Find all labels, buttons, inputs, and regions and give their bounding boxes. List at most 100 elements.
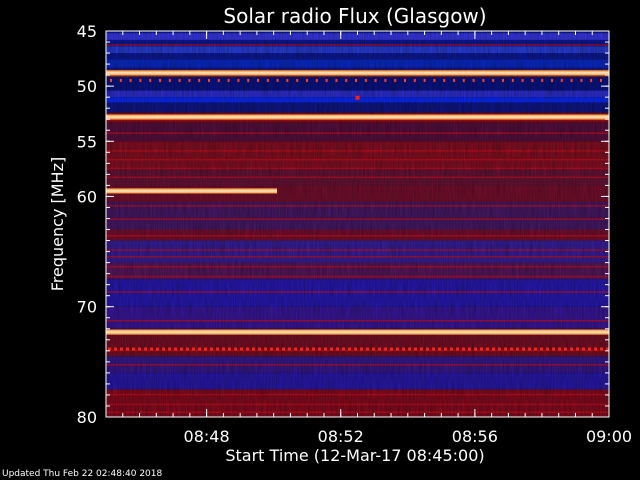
y-tick-label: 60 bbox=[77, 187, 97, 206]
interference-dash bbox=[414, 347, 417, 351]
interference-dash bbox=[276, 347, 279, 351]
interference-dot bbox=[443, 78, 446, 82]
interference-dot bbox=[502, 78, 504, 82]
interference-dash bbox=[126, 347, 129, 351]
interference-dash bbox=[234, 347, 237, 351]
interference-dash bbox=[342, 347, 345, 351]
interference-dot bbox=[198, 78, 201, 82]
interference-dash bbox=[438, 347, 441, 351]
interference-dash bbox=[402, 347, 405, 351]
y-tick-label: 50 bbox=[77, 77, 97, 96]
x-axis-label: Start Time (12-Mar-17 08:45:00) bbox=[225, 446, 484, 465]
interference-dot bbox=[217, 78, 220, 82]
interference-dash bbox=[114, 347, 117, 351]
interference-dash bbox=[180, 347, 183, 351]
interference-dash bbox=[576, 347, 579, 351]
interference-dash bbox=[492, 347, 495, 351]
interference-dot bbox=[531, 78, 534, 82]
interference-dot bbox=[188, 78, 191, 82]
interference-dash bbox=[222, 347, 225, 351]
interference-dash bbox=[306, 347, 309, 351]
interference-dot bbox=[208, 78, 210, 82]
interference-dot bbox=[423, 78, 426, 82]
interference-dot bbox=[492, 78, 495, 82]
interference-dot bbox=[315, 78, 318, 82]
interference-dash bbox=[606, 347, 609, 351]
interference-dash bbox=[426, 347, 429, 351]
interference-dash bbox=[336, 347, 339, 351]
interference-dash bbox=[600, 347, 603, 351]
interference-dot bbox=[110, 78, 112, 82]
spectrogram-noise bbox=[106, 31, 609, 417]
interference-dash bbox=[144, 347, 147, 351]
interference-dot bbox=[472, 78, 475, 82]
interference-dash bbox=[210, 347, 213, 351]
bright-emission-core bbox=[106, 72, 609, 74]
interference-dot bbox=[570, 78, 573, 82]
interference-dash bbox=[546, 347, 549, 351]
interference-dash bbox=[138, 347, 141, 351]
interference-dash bbox=[132, 347, 135, 351]
y-tick-label: 55 bbox=[77, 132, 97, 151]
spectrogram-plot-area bbox=[106, 31, 609, 417]
interference-dash bbox=[588, 347, 591, 351]
interference-dash bbox=[318, 347, 321, 351]
interference-dot bbox=[453, 78, 455, 82]
interference-dash bbox=[240, 347, 243, 351]
interference-dash bbox=[246, 347, 249, 351]
x-tick-label: 09:00 bbox=[586, 427, 632, 446]
interference-dash bbox=[516, 347, 519, 351]
interference-dot bbox=[168, 78, 171, 82]
interference-dot bbox=[306, 78, 308, 82]
bright-emission-core bbox=[106, 331, 609, 333]
interference-dash bbox=[174, 347, 177, 351]
interference-dash bbox=[282, 347, 285, 351]
interference-dash bbox=[570, 347, 573, 351]
interference-dash bbox=[366, 347, 369, 351]
interference-dot bbox=[296, 78, 299, 82]
interference-dash bbox=[396, 347, 399, 351]
interference-dash bbox=[204, 347, 207, 351]
interference-dash bbox=[480, 347, 483, 351]
interference-dash bbox=[522, 347, 525, 351]
interference-dot bbox=[227, 78, 230, 82]
x-tick-label: 08:48 bbox=[184, 427, 230, 446]
interference-dot bbox=[560, 78, 563, 82]
interference-dot bbox=[237, 78, 240, 82]
interference-dash bbox=[384, 347, 387, 351]
interference-dash bbox=[462, 347, 465, 351]
interference-dash bbox=[324, 347, 327, 351]
interference-dot bbox=[159, 78, 161, 82]
interference-dash bbox=[120, 347, 123, 351]
interference-dash bbox=[216, 347, 219, 351]
bright-emission-core bbox=[106, 116, 609, 118]
interference-dot bbox=[462, 78, 465, 82]
interference-dot bbox=[482, 78, 485, 82]
y-tick-label: 70 bbox=[77, 298, 97, 317]
interference-dash bbox=[552, 347, 555, 351]
interference-dash bbox=[264, 347, 267, 351]
interference-dash bbox=[150, 347, 153, 351]
interference-dash bbox=[186, 347, 189, 351]
interference-dot bbox=[325, 78, 328, 82]
interference-dash bbox=[378, 347, 381, 351]
interference-dot bbox=[394, 78, 397, 82]
interference-dot bbox=[364, 78, 367, 82]
interference-dash bbox=[198, 347, 201, 351]
interference-dash bbox=[540, 347, 543, 351]
interference-dot bbox=[286, 78, 289, 82]
interference-dot bbox=[139, 78, 142, 82]
interference-dot bbox=[257, 78, 259, 82]
interference-dash bbox=[528, 347, 531, 351]
interference-dash bbox=[390, 347, 393, 351]
interference-dash bbox=[252, 347, 255, 351]
interference-dash bbox=[258, 347, 261, 351]
interference-dot bbox=[521, 78, 524, 82]
interference-dot bbox=[511, 78, 514, 82]
interference-dash bbox=[270, 347, 273, 351]
x-tick-label: 08:56 bbox=[452, 427, 498, 446]
interference-dash bbox=[162, 347, 165, 351]
interference-dot bbox=[433, 78, 436, 82]
x-tick-label: 08:52 bbox=[318, 427, 364, 446]
